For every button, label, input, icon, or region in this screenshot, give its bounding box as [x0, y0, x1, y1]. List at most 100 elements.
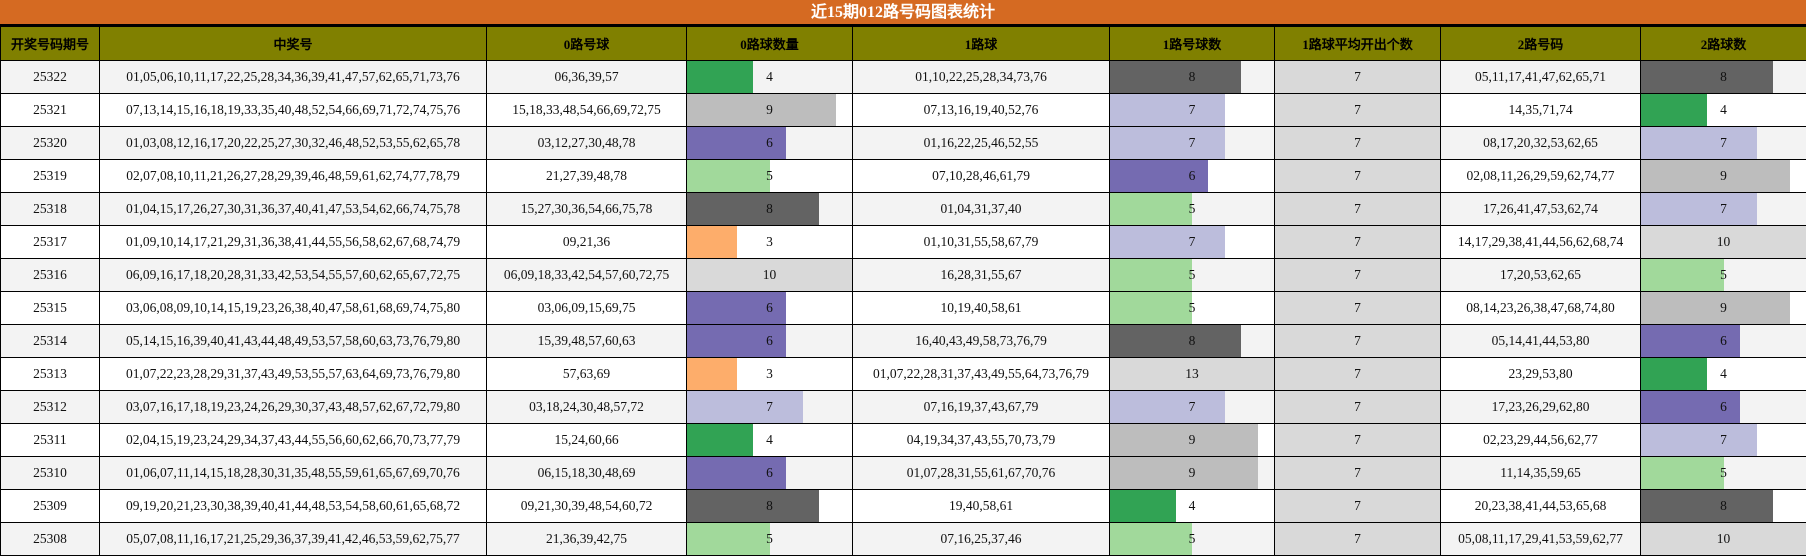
cell-route2-balls[interactable]: 14,35,71,74 — [1440, 93, 1641, 127]
cell-route0-count[interactable]: 6 — [686, 291, 853, 325]
cell-route0-count[interactable]: 3 — [686, 357, 853, 391]
cell-route1-count[interactable]: 7 — [1109, 93, 1275, 127]
cell-route1-count[interactable]: 8 — [1109, 60, 1275, 94]
cell-route0-balls[interactable]: 15,27,30,36,54,66,75,78 — [486, 192, 687, 226]
cell-route1-avg[interactable]: 7 — [1274, 489, 1441, 523]
cell-route0-balls[interactable]: 03,18,24,30,48,57,72 — [486, 390, 687, 424]
cell-route0-balls[interactable]: 15,24,60,66 — [486, 423, 687, 457]
cell-route1-count[interactable]: 7 — [1109, 126, 1275, 160]
cell-period[interactable]: 25309 — [0, 489, 100, 523]
cell-route1-count[interactable]: 7 — [1109, 390, 1275, 424]
cell-route1-balls[interactable]: 01,10,22,25,28,34,73,76 — [852, 60, 1110, 94]
cell-numbers[interactable]: 01,05,06,10,11,17,22,25,28,34,36,39,41,4… — [99, 60, 487, 94]
cell-route1-avg[interactable]: 7 — [1274, 159, 1441, 193]
cell-route0-balls[interactable]: 15,39,48,57,60,63 — [486, 324, 687, 358]
cell-route2-count[interactable]: 9 — [1640, 291, 1806, 325]
cell-route2-balls[interactable]: 11,14,35,59,65 — [1440, 456, 1641, 490]
cell-route1-avg[interactable]: 7 — [1274, 522, 1441, 556]
cell-route2-count[interactable]: 4 — [1640, 357, 1806, 391]
cell-route1-avg[interactable]: 7 — [1274, 192, 1441, 226]
cell-route0-balls[interactable]: 03,06,09,15,69,75 — [486, 291, 687, 325]
cell-route1-avg[interactable]: 7 — [1274, 291, 1441, 325]
cell-route1-count[interactable]: 5 — [1109, 192, 1275, 226]
cell-route1-avg[interactable]: 7 — [1274, 258, 1441, 292]
cell-period[interactable]: 25308 — [0, 522, 100, 556]
cell-route2-count[interactable]: 10 — [1640, 522, 1806, 556]
cell-route1-avg[interactable]: 7 — [1274, 93, 1441, 127]
cell-route2-count[interactable]: 5 — [1640, 456, 1806, 490]
cell-route0-balls[interactable]: 09,21,36 — [486, 225, 687, 259]
cell-numbers[interactable]: 01,09,10,14,17,21,29,31,36,38,41,44,55,5… — [99, 225, 487, 259]
cell-route2-count[interactable]: 6 — [1640, 390, 1806, 424]
cell-route1-count[interactable]: 5 — [1109, 522, 1275, 556]
cell-route0-balls[interactable]: 57,63,69 — [486, 357, 687, 391]
cell-route0-count[interactable]: 4 — [686, 60, 853, 94]
cell-numbers[interactable]: 05,07,08,11,16,17,21,25,29,36,37,39,41,4… — [99, 522, 487, 556]
header-route0-count[interactable]: 0路球数量 — [686, 26, 853, 61]
header-numbers[interactable]: 中奖号 — [99, 26, 487, 61]
header-route1-count[interactable]: 1路号球数 — [1109, 26, 1275, 61]
cell-route2-balls[interactable]: 05,14,41,44,53,80 — [1440, 324, 1641, 358]
cell-numbers[interactable]: 09,19,20,21,23,30,38,39,40,41,44,48,53,5… — [99, 489, 487, 523]
cell-period[interactable]: 25317 — [0, 225, 100, 259]
cell-route2-balls[interactable]: 20,23,38,41,44,53,65,68 — [1440, 489, 1641, 523]
cell-route1-balls[interactable]: 01,04,31,37,40 — [852, 192, 1110, 226]
cell-route2-count[interactable]: 6 — [1640, 324, 1806, 358]
cell-route2-balls[interactable]: 14,17,29,38,41,44,56,62,68,74 — [1440, 225, 1641, 259]
cell-period[interactable]: 25312 — [0, 390, 100, 424]
cell-route0-count[interactable]: 5 — [686, 159, 853, 193]
cell-route1-count[interactable]: 9 — [1109, 456, 1275, 490]
cell-route1-count[interactable]: 4 — [1109, 489, 1275, 523]
header-route2-count[interactable]: 2路球数 — [1640, 26, 1806, 61]
cell-route1-balls[interactable]: 10,19,40,58,61 — [852, 291, 1110, 325]
cell-route0-balls[interactable]: 09,21,30,39,48,54,60,72 — [486, 489, 687, 523]
cell-numbers[interactable]: 03,07,16,17,18,19,23,24,26,29,30,37,43,4… — [99, 390, 487, 424]
cell-route1-balls[interactable]: 01,16,22,25,46,52,55 — [852, 126, 1110, 160]
cell-route2-balls[interactable]: 17,23,26,29,62,80 — [1440, 390, 1641, 424]
cell-route1-count[interactable]: 8 — [1109, 324, 1275, 358]
cell-route1-count[interactable]: 13 — [1109, 357, 1275, 391]
cell-route1-balls[interactable]: 07,13,16,19,40,52,76 — [852, 93, 1110, 127]
cell-route2-count[interactable]: 4 — [1640, 93, 1806, 127]
cell-route1-avg[interactable]: 7 — [1274, 423, 1441, 457]
cell-route2-balls[interactable]: 05,11,17,41,47,62,65,71 — [1440, 60, 1641, 94]
cell-route1-avg[interactable]: 7 — [1274, 324, 1441, 358]
cell-period[interactable]: 25313 — [0, 357, 100, 391]
cell-route1-count[interactable]: 5 — [1109, 291, 1275, 325]
cell-period[interactable]: 25321 — [0, 93, 100, 127]
cell-route2-balls[interactable]: 08,17,20,32,53,62,65 — [1440, 126, 1641, 160]
cell-numbers[interactable]: 02,04,15,19,23,24,29,34,37,43,44,55,56,6… — [99, 423, 487, 457]
cell-route1-balls[interactable]: 07,10,28,46,61,79 — [852, 159, 1110, 193]
cell-route0-count[interactable]: 6 — [686, 324, 853, 358]
cell-route2-balls[interactable]: 05,08,11,17,29,41,53,59,62,77 — [1440, 522, 1641, 556]
cell-route2-balls[interactable]: 17,20,53,62,65 — [1440, 258, 1641, 292]
cell-route0-count[interactable]: 4 — [686, 423, 853, 457]
cell-route0-balls[interactable]: 03,12,27,30,48,78 — [486, 126, 687, 160]
cell-route2-count[interactable]: 8 — [1640, 60, 1806, 94]
cell-route1-balls[interactable]: 07,16,25,37,46 — [852, 522, 1110, 556]
cell-route0-count[interactable]: 8 — [686, 489, 853, 523]
cell-numbers[interactable]: 01,06,07,11,14,15,18,28,30,31,35,48,55,5… — [99, 456, 487, 490]
cell-route0-balls[interactable]: 06,36,39,57 — [486, 60, 687, 94]
cell-route0-count[interactable]: 10 — [686, 258, 853, 292]
cell-route1-balls[interactable]: 19,40,58,61 — [852, 489, 1110, 523]
cell-route1-balls[interactable]: 07,16,19,37,43,67,79 — [852, 390, 1110, 424]
cell-route1-count[interactable]: 5 — [1109, 258, 1275, 292]
cell-route2-count[interactable]: 7 — [1640, 126, 1806, 160]
cell-route2-balls[interactable]: 17,26,41,47,53,62,74 — [1440, 192, 1641, 226]
cell-route2-count[interactable]: 8 — [1640, 489, 1806, 523]
cell-route0-balls[interactable]: 15,18,33,48,54,66,69,72,75 — [486, 93, 687, 127]
cell-period[interactable]: 25318 — [0, 192, 100, 226]
cell-route1-avg[interactable]: 7 — [1274, 390, 1441, 424]
cell-route0-count[interactable]: 6 — [686, 456, 853, 490]
cell-route1-balls[interactable]: 01,07,22,28,31,37,43,49,55,64,73,76,79 — [852, 357, 1110, 391]
cell-route0-balls[interactable]: 06,15,18,30,48,69 — [486, 456, 687, 490]
cell-route2-balls[interactable]: 02,23,29,44,56,62,77 — [1440, 423, 1641, 457]
cell-route1-balls[interactable]: 16,28,31,55,67 — [852, 258, 1110, 292]
cell-numbers[interactable]: 03,06,08,09,10,14,15,19,23,26,38,40,47,5… — [99, 291, 487, 325]
cell-route1-balls[interactable]: 01,07,28,31,55,61,67,70,76 — [852, 456, 1110, 490]
cell-route1-balls[interactable]: 16,40,43,49,58,73,76,79 — [852, 324, 1110, 358]
cell-numbers[interactable]: 01,04,15,17,26,27,30,31,36,37,40,41,47,5… — [99, 192, 487, 226]
cell-route1-count[interactable]: 9 — [1109, 423, 1275, 457]
cell-route0-count[interactable]: 6 — [686, 126, 853, 160]
